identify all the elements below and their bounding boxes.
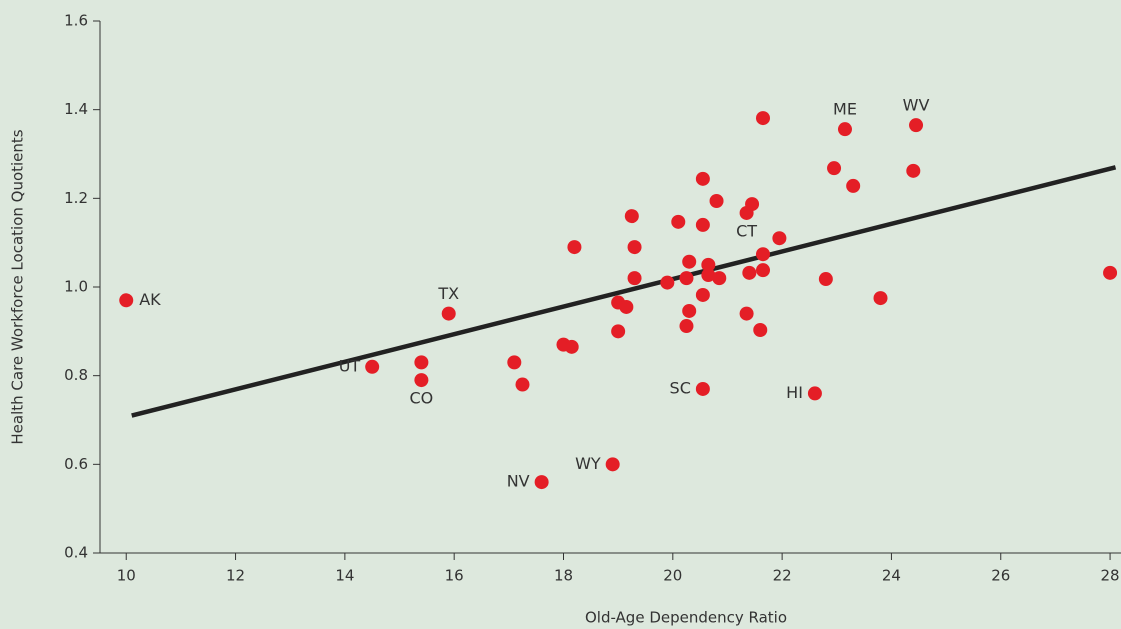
point <box>701 268 716 283</box>
point <box>827 161 842 176</box>
point <box>695 171 710 186</box>
point <box>515 377 530 392</box>
point <box>712 271 727 286</box>
x-tick-label: 26 <box>991 567 1010 585</box>
y-tick-label: 1.0 <box>64 278 88 296</box>
point-label: UT <box>339 356 361 375</box>
y-tick-label: 0.8 <box>64 366 88 384</box>
y-tick-label: 1.2 <box>64 189 88 207</box>
point-label: CO <box>410 389 434 408</box>
y-axis-label: Health Care Workforce Location Quotients <box>9 129 27 444</box>
point-label: SC <box>670 378 691 397</box>
point <box>624 209 639 224</box>
point <box>755 247 770 262</box>
point <box>605 457 620 472</box>
point <box>365 359 380 374</box>
x-tick-label: 16 <box>445 567 464 585</box>
point <box>755 263 770 278</box>
trend-line <box>131 165 1117 418</box>
point <box>671 214 686 229</box>
point <box>1103 265 1118 280</box>
y-tick-label: 0.4 <box>64 544 88 562</box>
point-label: WY <box>575 454 601 473</box>
point <box>682 254 697 269</box>
point <box>909 118 924 133</box>
point <box>679 319 694 334</box>
point <box>695 287 710 302</box>
y-tick-label: 1.6 <box>64 12 88 30</box>
point-label: HI <box>786 383 803 402</box>
point <box>739 306 754 321</box>
point <box>772 231 787 246</box>
y-tick-label: 0.6 <box>64 455 88 473</box>
point <box>679 271 694 286</box>
point <box>660 275 675 290</box>
point <box>873 291 888 306</box>
point <box>695 217 710 232</box>
point <box>906 163 921 178</box>
point <box>414 355 429 370</box>
point <box>709 193 724 208</box>
point <box>753 323 768 338</box>
point <box>414 373 429 388</box>
point <box>846 178 861 193</box>
x-tick-label: 20 <box>663 567 682 585</box>
point <box>611 324 626 339</box>
point-label: NV <box>507 472 530 491</box>
point <box>627 240 642 255</box>
x-tick-label: 10 <box>117 567 136 585</box>
point <box>534 475 549 490</box>
point <box>807 386 822 401</box>
x-tick-label: 28 <box>1101 567 1120 585</box>
point <box>695 381 710 396</box>
x-tick-label: 22 <box>773 567 792 585</box>
point <box>745 197 760 212</box>
point-label: TX <box>437 284 459 303</box>
point <box>682 303 697 318</box>
point <box>119 293 134 308</box>
point <box>818 272 833 287</box>
point <box>755 111 770 126</box>
point-label: ME <box>833 100 857 119</box>
x-axis-label: Old-Age Dependency Ratio <box>585 609 787 627</box>
point-label: AK <box>139 290 161 309</box>
x-tick-label: 14 <box>335 567 354 585</box>
point <box>837 122 852 137</box>
point <box>564 339 579 354</box>
x-tick-label: 24 <box>882 567 901 585</box>
point <box>627 271 642 286</box>
point-label: CT <box>736 221 757 240</box>
x-tick-label: 12 <box>226 567 245 585</box>
point <box>567 240 582 255</box>
y-tick-label: 1.4 <box>64 100 88 118</box>
point <box>507 355 522 370</box>
point-label: WV <box>903 96 930 115</box>
x-tick-label: 18 <box>554 567 573 585</box>
point <box>742 265 757 280</box>
point <box>701 257 716 272</box>
point <box>619 299 634 314</box>
point <box>441 306 456 321</box>
